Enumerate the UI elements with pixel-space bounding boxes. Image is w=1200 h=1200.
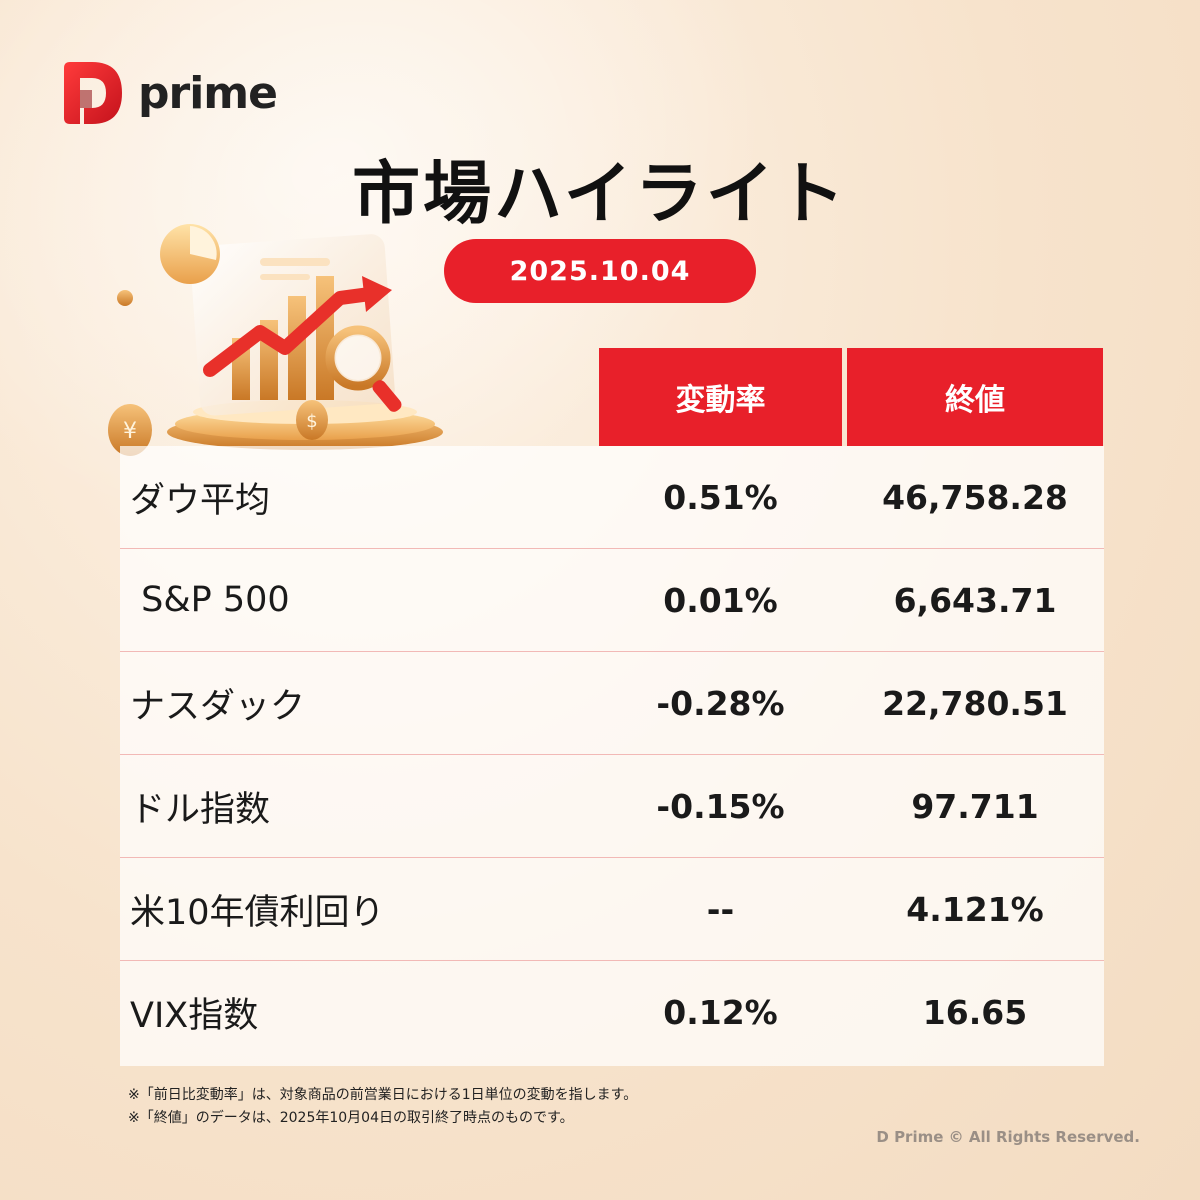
row-name: ナスダック [130,686,306,727]
footnote-change-rate: ※「前日比変動率」は、対象商品の前営業日における1日単位の変動を指します。 [128,1087,638,1103]
row-close: 46,758.28 [882,477,1068,517]
row-name: 米10年債利回り [130,892,385,933]
row-change: -0.15% [656,786,785,826]
market-table: ダウ平均 0.51% 46,758.28 S&P 500 0.01% 6,643… [120,446,1104,1066]
table-row-us10y: 米10年債利回り -- 4.121% [120,858,1104,961]
brand-name: prime [138,67,278,119]
svg-text:¥: ¥ [123,419,137,444]
row-change: 0.51% [663,477,778,517]
row-change: -- [706,889,735,929]
table-row-dollar-index: ドル指数 -0.15% 97.711 [120,755,1104,858]
row-close: 4.121% [906,889,1044,929]
row-change: -0.28% [656,683,785,723]
row-name: ダウ平均 [130,480,271,521]
date-badge: 2025.10.04 [444,239,756,303]
row-name: S&P 500 [130,580,290,620]
table-row-dow: ダウ平均 0.51% 46,758.28 [120,446,1104,549]
row-name: ドル指数 [130,789,271,830]
row-change: 0.12% [663,993,778,1032]
row-name: VIX指数 [130,996,259,1036]
growth-chart-illustration-icon: ¥ $ [108,224,443,456]
footnotes: ※「前日比変動率」は、対象商品の前営業日における1日単位の変動を指します。 ※「… [128,1084,637,1130]
row-close: 97.711 [911,786,1039,826]
header-closing-price: 終値 [847,348,1103,446]
table-row-vix: VIX指数 0.12% 16.65 [120,961,1104,1064]
row-change: 0.01% [663,580,778,620]
row-close: 6,643.71 [893,580,1057,620]
d-prime-logo-icon [64,62,122,124]
svg-text:$: $ [306,411,317,432]
table-row-sp500: S&P 500 0.01% 6,643.71 [120,549,1104,652]
brand-logo: prime [58,58,278,128]
footnote-closing-price: ※「終値」のデータは、2025年10月04日の取引終了時点のものです。 [128,1110,574,1126]
header-change-rate: 変動率 [599,348,842,446]
page-title: 市場ハイライト [352,155,848,234]
row-close: 22,780.51 [882,683,1068,723]
table-row-nasdaq: ナスダック -0.28% 22,780.51 [120,652,1104,755]
copyright-text: D Prime © All Rights Reserved. [876,1128,1140,1146]
row-close: 16.65 [922,993,1028,1032]
